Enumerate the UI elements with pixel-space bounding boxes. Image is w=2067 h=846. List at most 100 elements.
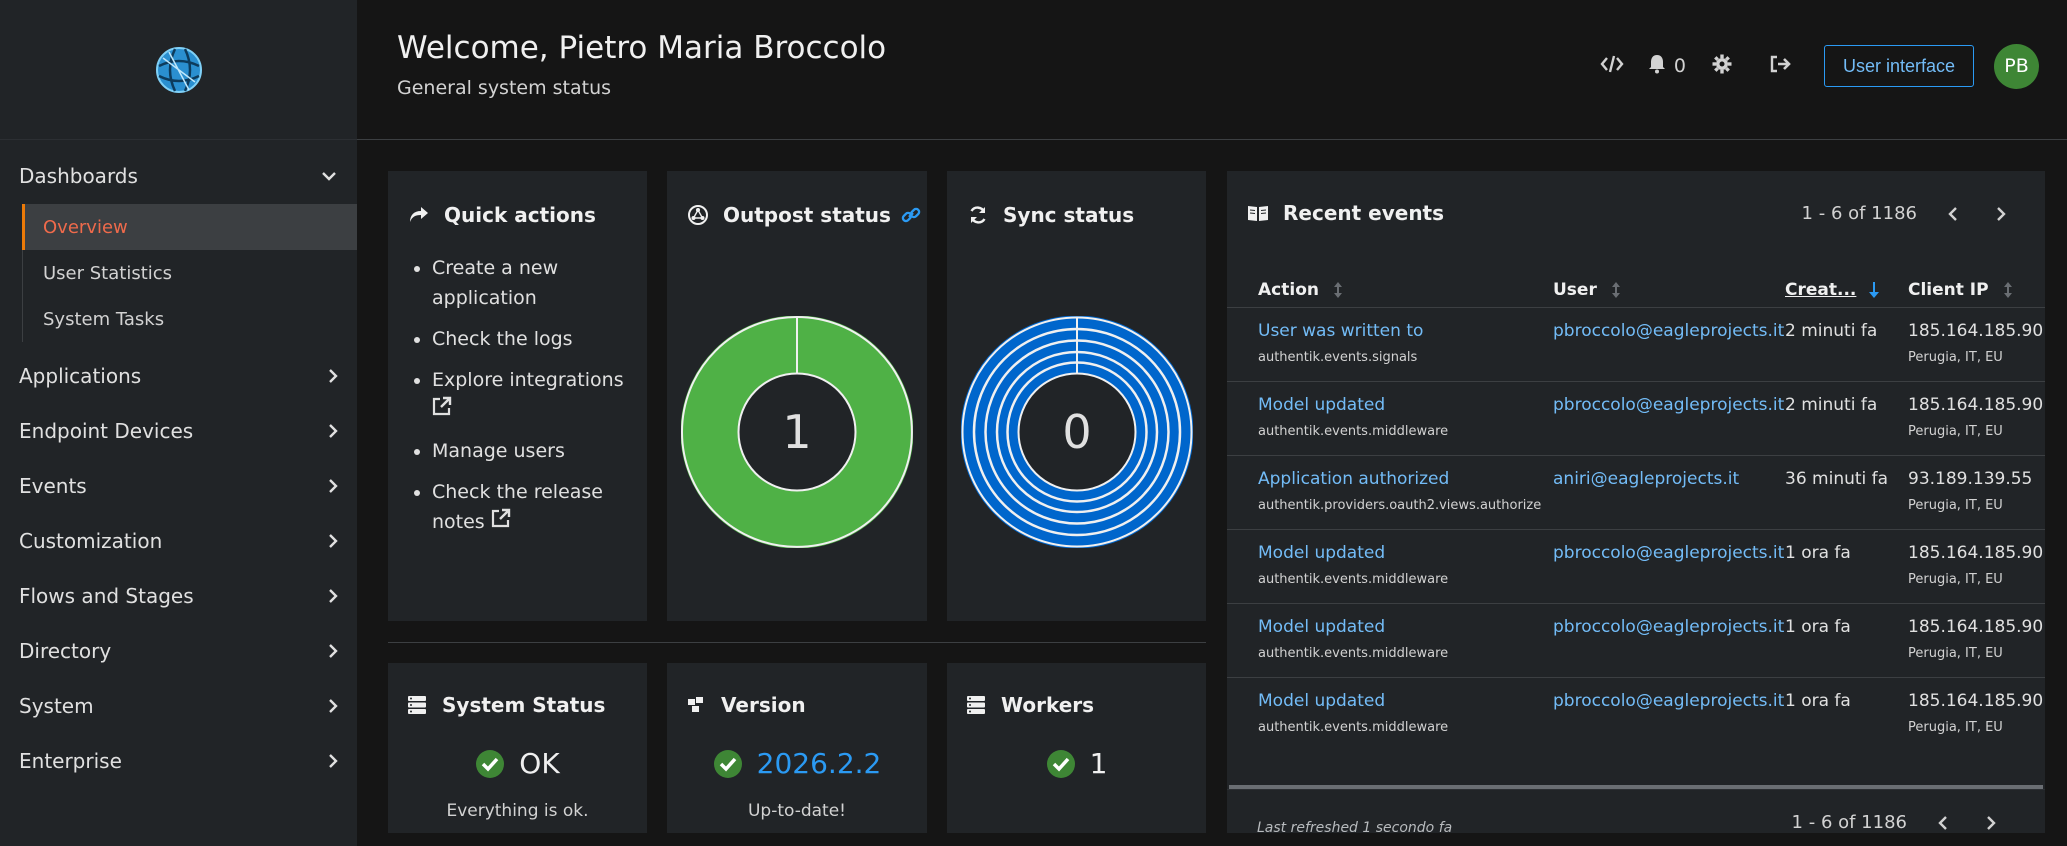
event-created: 36 minuti fa bbox=[1785, 469, 1889, 489]
pagination-text: 1 - 6 of 1186 bbox=[1791, 812, 1907, 833]
card-title-label: Sync status bbox=[1003, 203, 1135, 227]
events-footer: Last refreshed 1 secondo fa 1 - 6 of 118… bbox=[1227, 789, 2045, 833]
version-line: 2026.2.2 bbox=[667, 747, 927, 780]
user-interface-button[interactable]: User interface bbox=[1823, 45, 1974, 87]
chevron-right-icon bbox=[328, 364, 338, 388]
workers-card: Workers 1 bbox=[947, 663, 1206, 833]
column-header-action[interactable]: Action bbox=[1258, 275, 1343, 305]
sidebar-item-applications[interactable]: Applications bbox=[0, 348, 357, 403]
sidebar-item-label: Enterprise bbox=[19, 748, 122, 773]
outpost-status-donut[interactable] bbox=[681, 316, 913, 548]
event-user-link[interactable]: aniri@eagleprojects.it bbox=[1553, 469, 1740, 489]
nav-dashboards[interactable]: Dashboards bbox=[0, 148, 357, 204]
event-action-link[interactable]: User was written to bbox=[1258, 321, 1424, 341]
check-logs-link[interactable]: Check the logs bbox=[432, 328, 573, 350]
next-page-button[interactable] bbox=[1989, 206, 2013, 221]
event-source: authentik.events.middleware bbox=[1258, 424, 1449, 439]
event-user-link[interactable]: pbroccolo@eagleprojects.it bbox=[1553, 395, 1785, 415]
table-row[interactable]: Model updated authentik.events.middleware… bbox=[1227, 381, 2045, 455]
manage-users-link[interactable]: Manage users bbox=[432, 440, 565, 462]
version-value[interactable]: 2026.2.2 bbox=[756, 747, 882, 780]
next-page-button[interactable] bbox=[1979, 815, 2003, 830]
share-icon bbox=[408, 204, 430, 226]
code-icon bbox=[1600, 55, 1624, 77]
prev-page-button[interactable] bbox=[1931, 815, 1955, 830]
card-title-label: Workers bbox=[1001, 693, 1095, 717]
sync-status-donut[interactable] bbox=[961, 316, 1193, 548]
column-header-created[interactable]: Creat... bbox=[1785, 275, 1880, 305]
sidebar-item-user-statistics[interactable]: User Statistics bbox=[23, 250, 357, 296]
chevron-right-icon bbox=[328, 584, 338, 608]
version-subtext: Up-to-date! bbox=[747, 801, 847, 821]
table-row[interactable]: User was written to authentik.events.sign… bbox=[1227, 307, 2045, 381]
column-header-label: Action bbox=[1258, 280, 1319, 300]
sidebar-item-endpoint-devices[interactable]: Endpoint Devices bbox=[0, 403, 357, 458]
authentik-logo-icon[interactable] bbox=[155, 46, 203, 94]
sidebar-item-label: System Tasks bbox=[43, 308, 165, 330]
quick-actions-list: Create a new application Check the logs … bbox=[432, 253, 647, 548]
table-row[interactable]: Application authorized authentik.provider… bbox=[1227, 455, 2045, 529]
workers-value: 1 bbox=[1089, 747, 1108, 780]
notification-count: 0 bbox=[1673, 55, 1686, 77]
sidebar-item-enterprise[interactable]: Enterprise bbox=[0, 733, 357, 788]
event-action-link[interactable]: Model updated bbox=[1258, 543, 1386, 563]
list-item[interactable]: Check the logs bbox=[432, 324, 647, 354]
list-item[interactable]: Create a new application bbox=[432, 253, 647, 313]
event-action-link[interactable]: Model updated bbox=[1258, 395, 1386, 415]
event-action-link[interactable]: Model updated bbox=[1258, 691, 1386, 711]
horizontal-scrollbar[interactable] bbox=[1229, 785, 2043, 789]
card-title-label: System Status bbox=[442, 693, 606, 717]
logout-button[interactable] bbox=[1758, 44, 1802, 88]
event-created: 1 ora fa bbox=[1785, 617, 1851, 637]
release-notes-link[interactable]: Check the release notes bbox=[432, 481, 603, 533]
table-row[interactable]: Model updated authentik.events.middleware… bbox=[1227, 677, 2045, 751]
link-icon[interactable] bbox=[901, 205, 921, 225]
sort-icon bbox=[1611, 281, 1621, 299]
event-user-link[interactable]: pbroccolo@eagleprojects.it bbox=[1553, 691, 1785, 711]
settings-button[interactable] bbox=[1700, 44, 1744, 88]
sidebar-item-events[interactable]: Events bbox=[0, 458, 357, 513]
sidebar-item-customization[interactable]: Customization bbox=[0, 513, 357, 568]
event-user-link[interactable]: pbroccolo@eagleprojects.it bbox=[1553, 617, 1785, 637]
system-status-card: System Status OK Everything is ok. bbox=[388, 663, 647, 833]
table-row[interactable]: Model updated authentik.events.middleware… bbox=[1227, 529, 2045, 603]
sidebar-item-system-tasks[interactable]: System Tasks bbox=[23, 296, 357, 342]
table-row[interactable]: Model updated authentik.events.middleware… bbox=[1227, 603, 2045, 677]
nav-dashboards-label: Dashboards bbox=[19, 164, 138, 188]
recent-events-title: Recent events bbox=[1247, 201, 1444, 225]
api-browser-button[interactable] bbox=[1590, 44, 1634, 88]
sidebar-item-system[interactable]: System bbox=[0, 678, 357, 733]
column-header-user[interactable]: User bbox=[1553, 275, 1621, 305]
event-created: 1 ora fa bbox=[1785, 543, 1851, 563]
avatar[interactable]: PB bbox=[1994, 43, 2039, 89]
event-location: Perugia, IT, EU bbox=[1908, 498, 2003, 513]
recent-events-card: Recent events 1 - 6 of 1186 Action User … bbox=[1227, 171, 2045, 833]
chevron-right-icon bbox=[328, 639, 338, 663]
create-application-link[interactable]: Create a new application bbox=[432, 257, 559, 309]
sidebar-item-directory[interactable]: Directory bbox=[0, 623, 357, 678]
server-icon bbox=[965, 694, 987, 716]
prev-page-button[interactable] bbox=[1941, 206, 1965, 221]
outpost-icon bbox=[687, 204, 709, 226]
explore-integrations-link[interactable]: Explore integrations bbox=[432, 369, 624, 391]
event-client-ip: 185.164.185.90 bbox=[1908, 321, 2044, 341]
sidebar-item-flows-and-stages[interactable]: Flows and Stages bbox=[0, 568, 357, 623]
event-client-ip: 93.189.139.55 bbox=[1908, 469, 2033, 489]
event-action-link[interactable]: Model updated bbox=[1258, 617, 1386, 637]
column-header-client-ip[interactable]: Client IP bbox=[1908, 275, 2013, 305]
list-item[interactable]: Explore integrations bbox=[432, 365, 647, 425]
notifications-button[interactable]: 0 bbox=[1648, 54, 1686, 79]
event-user-link[interactable]: pbroccolo@eagleprojects.it bbox=[1553, 543, 1785, 563]
list-item[interactable]: Manage users bbox=[432, 436, 647, 466]
chevron-right-icon bbox=[328, 419, 338, 443]
outpost-status-card: Outpost status 1 bbox=[667, 171, 927, 621]
list-item[interactable]: Check the release notes bbox=[432, 477, 647, 537]
outpost-status-title: Outpost status bbox=[687, 203, 921, 227]
sidebar-item-label: Customization bbox=[19, 528, 163, 553]
event-user-link[interactable]: pbroccolo@eagleprojects.it bbox=[1553, 321, 1785, 341]
last-refreshed-text: Last refreshed 1 secondo fa bbox=[1257, 820, 1453, 833]
event-action-link[interactable]: Application authorized bbox=[1258, 469, 1450, 489]
sidebar-item-label: Directory bbox=[19, 638, 112, 663]
sidebar-item-overview[interactable]: Overview bbox=[22, 204, 357, 250]
event-client-ip: 185.164.185.90 bbox=[1908, 543, 2044, 563]
